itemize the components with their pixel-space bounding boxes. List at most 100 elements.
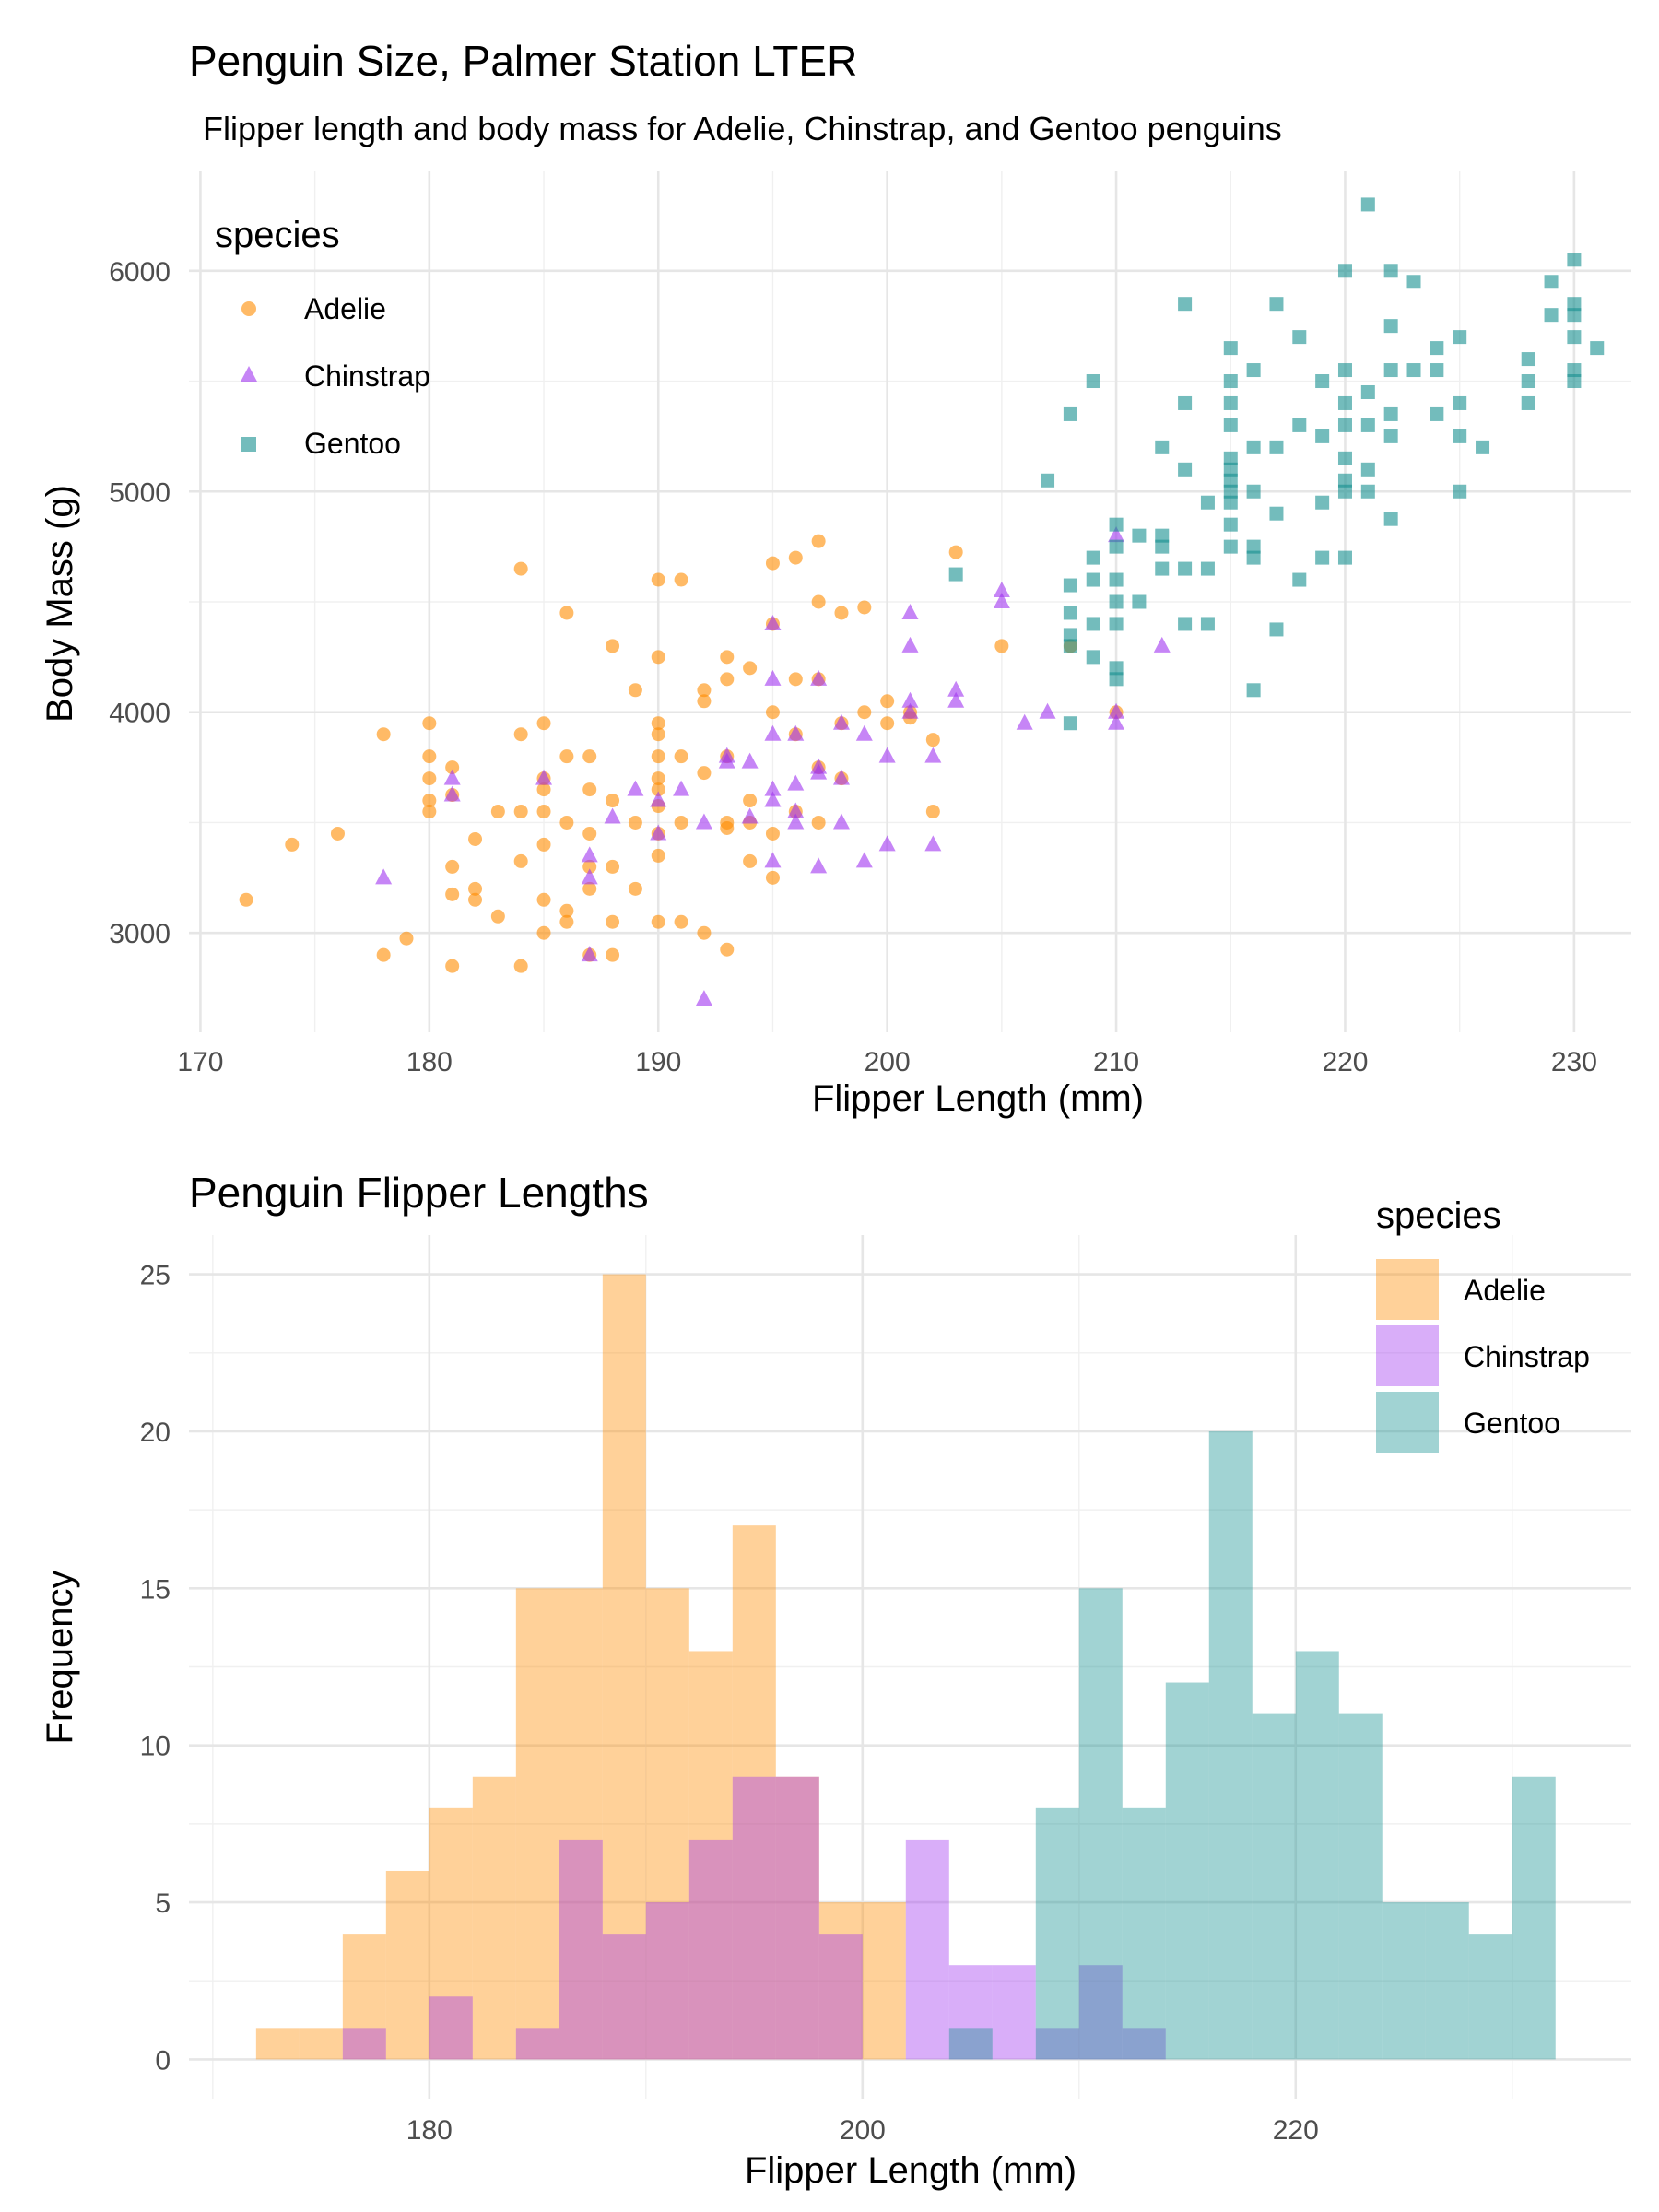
scatter-point-adelie: [606, 859, 620, 874]
histogram-bar-chinstrap: [905, 1839, 949, 2060]
histogram-gridlines: [189, 1235, 1631, 2099]
histogram-bar-adelie: [602, 1274, 646, 2060]
scatter-point-gentoo: [1223, 484, 1238, 499]
scatter-point-adelie: [697, 925, 712, 940]
scatter-point-gentoo: [1200, 495, 1215, 510]
scatter-point-gentoo: [1246, 539, 1261, 554]
scatter-point-adelie: [651, 749, 665, 764]
histogram-y-tick-label: 20: [140, 1418, 171, 1448]
scatter-point-gentoo: [1383, 406, 1398, 421]
scatter-point-gentoo: [1315, 495, 1330, 510]
scatter-point-chinstrap: [787, 724, 805, 741]
scatter-point-gentoo: [1155, 561, 1170, 576]
scatter-point-gentoo: [1406, 363, 1421, 378]
scatter-y-ticks: 3000 4000 5000 6000: [109, 257, 171, 949]
scatter-point-gentoo: [1453, 395, 1467, 410]
scatter-legend-label-adelie: Adelie: [304, 292, 386, 325]
scatter-point-adelie: [422, 794, 437, 808]
scatter-point-gentoo: [1315, 550, 1330, 565]
histogram-bar-chinstrap: [1035, 2028, 1079, 2060]
histogram-y-ticks: 0 5 10 15 20 25: [140, 1261, 171, 2077]
histogram-bar-adelie: [732, 1525, 776, 2060]
scatter-point-gentoo: [1383, 363, 1398, 378]
scatter-point-adelie: [811, 534, 826, 548]
scatter-point-adelie: [697, 766, 712, 781]
scatter-point-adelie: [628, 881, 642, 896]
scatter-point-chinstrap: [443, 785, 461, 802]
scatter-point-gentoo: [1063, 716, 1077, 731]
scatter-x-axis-title: Flipper Length (mm): [812, 1078, 1144, 1119]
scatter-point-gentoo: [1155, 440, 1170, 454]
scatter-title: Penguin Size, Palmer Station LTER: [189, 37, 857, 85]
scatter-point-gentoo: [1567, 297, 1582, 312]
scatter-point-chinstrap: [741, 752, 759, 769]
histogram-bar-adelie: [342, 1934, 386, 2060]
scatter-point-adelie: [468, 892, 483, 907]
scatter-point-gentoo: [1360, 384, 1375, 399]
scatter-point-adelie: [559, 749, 574, 764]
scatter-point-chinstrap: [650, 824, 667, 841]
scatter-point-adelie: [399, 931, 414, 946]
scatter-point-adelie: [651, 848, 665, 863]
scatter-point-chinstrap: [627, 780, 644, 796]
scatter-point-gentoo: [1246, 683, 1261, 698]
scatter-point-gentoo: [1178, 462, 1193, 477]
scatter-point-gentoo: [1246, 550, 1261, 565]
scatter-point-adelie: [376, 947, 391, 962]
histogram-x-tick-label: 220: [1273, 2115, 1319, 2146]
scatter-point-gentoo: [1453, 330, 1467, 345]
scatter-point-adelie: [445, 760, 460, 775]
histogram-bar-chinstrap: [645, 1902, 689, 2060]
histogram-bar-gentoo: [1122, 1807, 1166, 2060]
histogram-bar-gentoo: [1078, 1588, 1123, 2060]
scatter-x-ticks: 170 180 190 200 210 220 230: [177, 1047, 1597, 1077]
scatter-point-adelie: [559, 903, 574, 918]
scatter-point-chinstrap: [947, 691, 965, 708]
scatter-point-gentoo: [1086, 650, 1100, 665]
scatter-point-adelie: [788, 550, 803, 565]
histogram-legend: species Adelie Chinstrap Gentoo: [1376, 1195, 1590, 1453]
scatter-point-adelie: [330, 826, 345, 841]
scatter-point-gentoo: [1383, 319, 1398, 334]
scatter-x-tick-label: 230: [1551, 1047, 1597, 1077]
scatter-point-gentoo: [1223, 473, 1238, 488]
legend-chinstrap-swatch: [1376, 1325, 1439, 1386]
scatter-point-gentoo: [948, 567, 963, 582]
scatter-point-chinstrap: [832, 813, 850, 830]
scatter-point-adelie: [674, 914, 688, 929]
histogram-bar-chinstrap: [688, 1839, 733, 2060]
scatter-point-chinstrap: [604, 807, 621, 824]
scatter-point-gentoo: [1109, 539, 1124, 554]
histogram-y-tick-label: 10: [140, 1732, 171, 1762]
scatter-point-adelie: [674, 815, 688, 830]
scatter-point-chinstrap: [581, 846, 598, 863]
histogram-bar-chinstrap: [602, 1934, 646, 2060]
scatter-point-adelie: [720, 942, 735, 957]
scatter-point-adelie: [765, 826, 780, 841]
scatter-point-chinstrap: [1153, 636, 1171, 653]
scatter-point-gentoo: [1453, 484, 1467, 499]
scatter-point-adelie: [536, 782, 551, 797]
legend-adelie-swatch: [1376, 1259, 1439, 1320]
scatter-point-adelie: [422, 771, 437, 786]
scatter-point-chinstrap: [901, 603, 919, 619]
scatter-point-adelie: [606, 947, 620, 962]
scatter-point-gentoo: [1223, 451, 1238, 465]
scatter-point-chinstrap: [673, 780, 690, 796]
scatter-point-adelie: [925, 805, 940, 819]
histogram-x-ticks: 180 200 220: [406, 2115, 1319, 2146]
scatter-point-adelie: [834, 606, 849, 620]
scatter-point-gentoo: [1337, 451, 1352, 465]
scatter-point-gentoo: [1246, 440, 1261, 454]
scatter-x-tick-label: 170: [177, 1047, 223, 1077]
histogram-bar-chinstrap: [1122, 2028, 1166, 2060]
scatter-point-adelie: [651, 771, 665, 786]
scatter-point-chinstrap: [695, 990, 712, 1006]
scatter-point-gentoo: [1476, 440, 1490, 454]
scatter-point-gentoo: [1223, 418, 1238, 432]
scatter-point-gentoo: [1178, 561, 1193, 576]
scatter-point-chinstrap: [1016, 713, 1033, 730]
histogram: Penguin Flipper Lengths 180 200 220 0 5 10 15…: [40, 1169, 1631, 2191]
scatter-x-tick-label: 220: [1322, 1047, 1368, 1077]
